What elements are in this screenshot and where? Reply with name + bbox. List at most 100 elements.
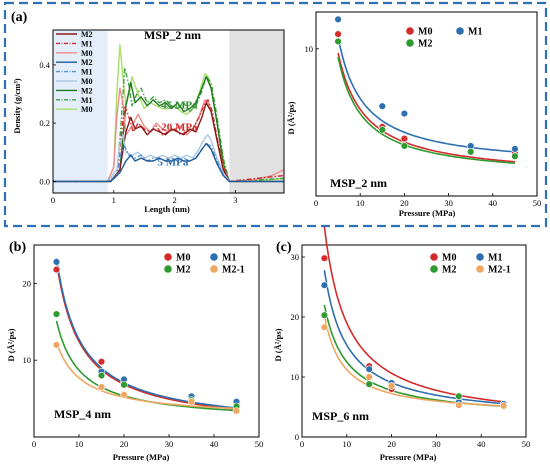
msp2-y-axis-label: D (Å²/ps) [286, 101, 296, 134]
msp6-x-tick-label: 0 [300, 439, 304, 449]
msp4-x-tick-label: 0 [32, 439, 36, 449]
msp2-axes-frame [315, 11, 538, 197]
density-y-tick-label: 0.0 [39, 176, 50, 186]
msp6-point-m2-1 [365, 373, 373, 381]
msp2-point-m1 [334, 15, 342, 24]
density-profile-line-8 [53, 142, 284, 183]
msp6-legend-label: M1 [488, 253, 502, 264]
panel-a-frame [3, 1, 548, 228]
msp6-x-axis-label: Pressure (MPa) [380, 452, 437, 462]
msp2-x-axis-label: Pressure (MPa) [399, 208, 456, 218]
density-legend-label: M0 [81, 49, 93, 58]
msp4-diffusion-chart: 0 10 20 30 40 50 10 20 M0 M1 M2 M2-1 MSP_4 nm Pres… [6, 244, 264, 462]
msp4-y-tick-label: 20 [23, 278, 32, 288]
msp4-legend-label: M0 [176, 253, 190, 264]
msp4-x-tick-label: 20 [120, 439, 129, 449]
msp4-x-tick-label: 10 [75, 439, 84, 449]
msp2-point-m2 [511, 152, 519, 160]
msp4-x-axis-label: Pressure (MPa) [113, 452, 170, 462]
msp6-legend-marker [476, 253, 484, 261]
msp2-legend-label: M1 [468, 27, 482, 38]
msp6-legend-label: M2 [442, 265, 456, 276]
msp6-y-tick-label: 30 [291, 252, 300, 262]
msp2-point-m1 [378, 102, 386, 110]
msp6-point-m2 [455, 392, 463, 400]
msp4-axes-frame [33, 244, 260, 438]
msp2-diffusion-chart: 0 10 20 30 40 50 10 M0 M1 M2 MSP_2 nm Pressure (… [286, 11, 542, 218]
msp6-point-m2-1 [387, 382, 396, 390]
density-annotation-1: 45 MPa [161, 100, 198, 112]
msp4-legend-marker [164, 253, 172, 261]
msp4-point-m2 [97, 371, 106, 380]
msp4-y-axis-label: D (Å²/ps) [6, 328, 16, 361]
density-y-axis-label: Density (g/cm³) [12, 78, 22, 133]
msp6-fit-curve-m2-1 [323, 315, 504, 407]
density-legend-label: M0 [81, 105, 93, 114]
panel-label-a: (a) [11, 10, 28, 25]
density-profile-line-3 [53, 75, 284, 183]
density-legend-label: M2 [81, 30, 93, 39]
msp4-legend-marker [164, 265, 172, 273]
msp6-point-m1 [365, 365, 373, 373]
msp2-point-m2 [378, 126, 386, 134]
msp2-point-m1 [511, 145, 519, 153]
msp4-point-m2 [120, 381, 128, 389]
msp2-legend-label: M0 [418, 27, 432, 38]
density-x-tick-label: 2 [172, 195, 176, 205]
density-x-axis-label: Length (nm) [144, 204, 190, 214]
msp6-fit-curve-m0 [323, 226, 504, 403]
msp2-x-tick-label: 40 [489, 198, 498, 208]
msp2-x-tick-label: 50 [533, 198, 542, 208]
msp6-x-tick-label: 20 [387, 439, 396, 449]
msp4-legend-marker [210, 253, 218, 261]
msp2-chart-title: MSP_2 nm [330, 176, 387, 190]
msp2-x-tick-label: 30 [444, 198, 453, 208]
msp6-x-tick-label: 40 [477, 439, 486, 449]
density-y-tick-label: 0.2 [39, 118, 50, 128]
msp4-point-m0 [52, 265, 61, 274]
density-shaded-region-2 [229, 30, 284, 193]
density-legend-label: M2 [81, 58, 93, 67]
msp6-chart-title: MSP_6 nm [312, 409, 369, 423]
msp4-fit-curve-m0 [55, 261, 237, 410]
msp4-point-m2-1 [52, 341, 61, 349]
msp6-point-m2 [320, 311, 329, 319]
msp4-legend-marker [210, 265, 218, 273]
msp4-x-tick-label: 30 [165, 439, 174, 449]
msp6-point-m2-1 [499, 402, 508, 410]
density-y-tick-label: 0.4 [39, 60, 50, 70]
msp6-y-tick-label: 20 [291, 312, 300, 322]
msp2-point-m0 [400, 134, 409, 143]
msp6-y-axis-label: D (Å²/ps) [273, 328, 283, 361]
msp4-fit-curve-m1 [55, 258, 237, 409]
density-x-tick-label: 3 [233, 195, 237, 205]
msp6-legend-label: M2-1 [488, 265, 511, 276]
density-annotation-2: 20 MPa [161, 121, 198, 133]
msp6-axes-frame [301, 244, 527, 438]
msp6-point-m1 [320, 281, 329, 289]
density-annotation-3: 5 MPa [158, 156, 189, 168]
msp6-point-m2-1 [455, 401, 463, 409]
msp2-y-tick-label: 10 [305, 44, 314, 54]
density-legend-label: M1 [81, 96, 93, 105]
density-profile-line-6 [53, 102, 284, 183]
density-legend-label: M1 [81, 39, 93, 48]
msp4-legend-label: M1 [222, 253, 236, 264]
msp4-y-tick-label: 10 [23, 355, 32, 365]
msp2-x-tick-label: 10 [356, 198, 365, 208]
density-legend-label: M0 [81, 77, 93, 86]
msp2-legend-marker [406, 39, 414, 47]
msp4-fit-curve-m2-1 [55, 342, 237, 410]
msp2-x-tick-label: 20 [400, 198, 409, 208]
density-shaded-region-1 [53, 30, 108, 193]
density-legend-label: M1 [81, 68, 93, 77]
msp4-point-m2-1 [187, 397, 196, 406]
msp6-y-tick-label: 0 [295, 432, 299, 442]
density-x-tick-label: 0 [51, 195, 55, 205]
msp6-y-tick-label: 10 [291, 372, 300, 382]
msp4-x-tick-label: 50 [255, 439, 264, 449]
msp4-point-m2-1 [97, 383, 106, 391]
msp6-x-tick-label: 30 [432, 439, 441, 449]
msp2-x-tick-label: 0 [314, 198, 318, 208]
